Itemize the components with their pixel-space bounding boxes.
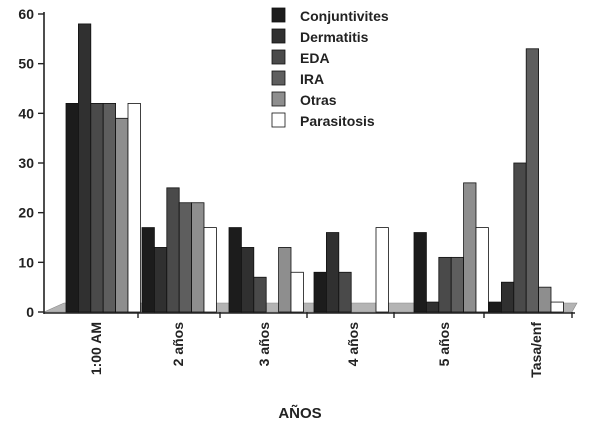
bar: EDA – 3 años: 7 [253,276,267,313]
bar: EDA – 5 años: 11 [438,256,452,313]
y-axis: 0 10 20 30 40 50 60 [18,6,575,320]
y-tick-label: 30 [18,155,34,171]
y-tick-label: 40 [18,105,34,121]
bars: Conjuntivites – 1:00 AM: 42 Conjuntivites… [65,23,564,313]
legend-label: Dermatitis [300,29,369,45]
bar: EDA – 2 años: 25 [166,187,180,313]
legend-swatch [271,70,286,86]
legend-label: Parasitosis [300,113,375,129]
y-tick-label: 0 [26,304,34,320]
bar: Conjuntivites – 3 años: 17 [228,227,242,313]
legend-swatch [271,91,286,107]
legend-label: Conjuntivites [300,8,389,24]
bar: Dermatitis – Tasa/enf: 6 [500,281,515,313]
bar: Parasitosis – 3 años: 8 [290,271,304,313]
x-axis-title: AÑOS [278,404,321,422]
bar: EDA – 4 años: 8 [338,271,352,313]
bar: Otras – 3 años: 13 [278,247,292,313]
bar: Conjuntivites – Tasa/enf: 2 [488,301,502,313]
x-tick-label: Tasa/enf [528,322,544,378]
bar: Parasitosis – 1:00 AM: 42 [127,103,141,313]
legend-swatch [271,112,286,128]
y-tick-label: 10 [18,254,34,270]
legend-swatch [271,7,286,23]
bar: EDA – Tasa/enf: 30 [513,162,527,313]
bar: EDA – 1:00 AM: 42 [90,103,104,313]
x-tick-label: 3 años [256,322,272,367]
legend-label: Otras [300,92,337,108]
x-tick-label: 2 años [170,322,186,367]
y-tick-label: 60 [18,6,34,22]
bar: Conjuntivites – 1:00 AM: 42 [65,103,79,313]
bar: Otras – Tasa/enf: 5 [538,286,552,313]
bar: Parasitosis – 5 años: 17 [475,227,489,313]
bar: Otras – 2 años: 22 [191,202,205,313]
bar: Dermatitis – 3 años: 13 [240,247,255,313]
bar: Conjuntivites – 2 años: 17 [141,227,155,313]
x-tick-label: 1:00 AM [88,322,104,375]
bar: Parasitosis – 2 años: 17 [203,227,217,313]
legend-label: EDA [300,50,330,66]
bar: IRA – Tasa/enf: 53 [525,48,540,313]
x-axis: 1:00 AM 2 años 3 años 4 años 5 años Tasa/enf [88,312,573,378]
y-tick-label: 50 [18,56,34,72]
y-tick-label: 20 [18,205,34,221]
bar: Otras – 5 años: 26 [463,182,477,313]
bar: Otras – 1:00 AM: 39 [115,117,129,313]
bar: Dermatitis – 2 años: 13 [153,247,168,313]
legend: Conjuntivites Dermatitis EDA IRA Otras Parasi… [271,7,389,129]
x-tick-label: 5 años [436,322,452,367]
legend-swatch [271,49,286,65]
bar: IRA – 2 años: 22 [178,202,192,313]
bar: Conjuntivites – 5 años: 16 [413,232,427,313]
bar: Dermatitis – 1:00 AM: 58 [78,23,92,313]
bar: Dermatitis – 5 años: 2 [425,301,440,313]
legend-label: IRA [300,71,324,87]
bar: IRA – 1:00 AM: 42 [102,103,116,313]
bar: Parasitosis – Tasa/enf: 2 [550,301,564,313]
x-tick-label: 4 años [345,322,361,367]
bar: Dermatitis – 4 años: 16 [325,232,340,313]
bar: Conjuntivites – 4 años: 8 [313,271,327,313]
bar: IRA – 5 años: 11 [450,256,465,313]
bar: Parasitosis – 4 años: 17 [375,227,389,313]
legend-swatch [271,28,286,44]
